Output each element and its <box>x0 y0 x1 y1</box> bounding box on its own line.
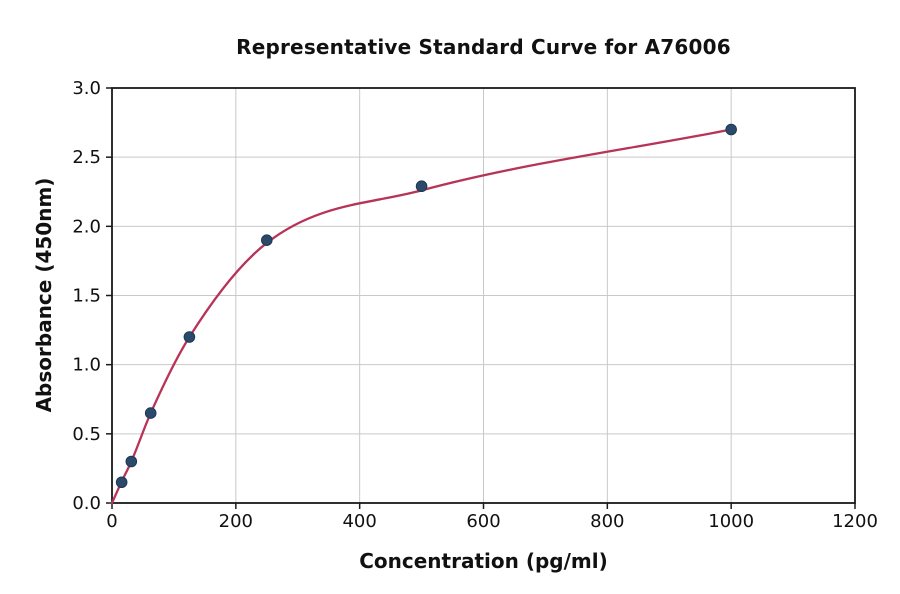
x-tick-label: 200 <box>219 511 253 532</box>
data-point <box>725 123 737 136</box>
x-tick-label: 600 <box>466 511 500 532</box>
y-tick-label: 0.0 <box>72 493 101 514</box>
y-tick-label: 0.5 <box>72 424 101 445</box>
y-tick-label: 2.0 <box>72 216 101 237</box>
x-tick-label: 400 <box>342 511 376 532</box>
y-axis-label: Absorbance (450nm) <box>32 177 56 413</box>
x-axis-label: Concentration (pg/ml) <box>359 549 608 573</box>
data-point <box>144 407 157 419</box>
y-tick-label: 1.5 <box>72 286 101 307</box>
data-point <box>260 234 273 246</box>
x-tick-label: 1200 <box>832 511 878 532</box>
x-tick-label: 800 <box>590 511 624 532</box>
data-point <box>183 331 196 343</box>
x-tick-label: 0 <box>106 511 117 532</box>
y-tick-label: 3.0 <box>72 78 101 99</box>
fit-curve <box>110 128 733 505</box>
y-tick-label: 2.5 <box>72 147 101 168</box>
x-tick-label: 1000 <box>708 511 754 532</box>
y-tick-label: 1.0 <box>72 355 101 376</box>
data-point <box>115 476 128 489</box>
data-point <box>415 180 428 193</box>
chart-title: Representative Standard Curve for A76006 <box>236 35 731 59</box>
data-point <box>125 455 138 468</box>
